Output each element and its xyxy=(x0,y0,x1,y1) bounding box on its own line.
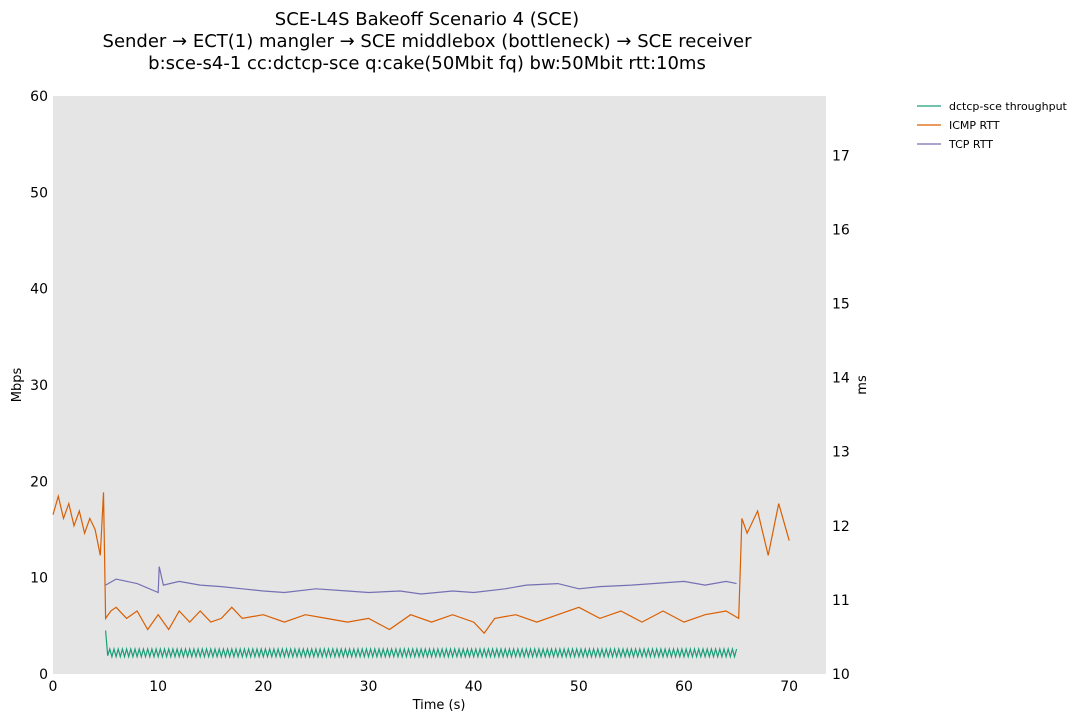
series-line-0 xyxy=(105,630,738,659)
y-tick-label-right: 14 xyxy=(832,371,850,387)
legend-label: ICMP RTT xyxy=(949,119,1000,132)
series-layer xyxy=(52,492,790,659)
y-tick-label-left: 40 xyxy=(30,282,48,298)
plot-area xyxy=(53,96,826,674)
y-tick-label-right: 13 xyxy=(832,445,850,461)
chart-title: SCE-L4S Bakeoff Scenario 4 (SCE) Sender … xyxy=(103,9,753,74)
x-tick-label: 60 xyxy=(675,679,693,695)
y-tick-label-left: 0 xyxy=(39,667,48,683)
legend-label: dctcp-sce throughput xyxy=(949,100,1068,113)
y-tick-label-right: 15 xyxy=(832,296,850,312)
y-tick-label-left: 20 xyxy=(30,474,48,490)
y-tick-label-right: 10 xyxy=(832,667,850,683)
legend-label: TCP RTT xyxy=(948,138,993,151)
ticks-layer: 0 10 20 30 40 50 60 70 0 10 20 30 40 50 60 10 11 12 13 14 15… xyxy=(30,89,850,695)
x-tick-label: 10 xyxy=(149,679,167,695)
legend: dctcp-sce throughput ICMP RTT TCP RTT xyxy=(917,100,1068,151)
y-tick-label-left: 10 xyxy=(30,571,48,587)
x-tick-label: 70 xyxy=(780,679,798,695)
y-tick-label-left: 50 xyxy=(30,185,48,201)
y-tick-label-left: 60 xyxy=(30,89,48,105)
title-line-3: b:sce-s4-1 cc:dctcp-sce q:cake(50Mbit fq… xyxy=(148,53,706,74)
title-line-1: SCE-L4S Bakeoff Scenario 4 (SCE) xyxy=(275,9,579,30)
y-tick-label-right: 11 xyxy=(832,593,850,609)
x-tick-label: 40 xyxy=(465,679,483,695)
y-axis-label-left: Mbps xyxy=(10,368,25,403)
y-tick-label-right: 16 xyxy=(832,222,850,238)
y-tick-label-left: 30 xyxy=(30,378,48,394)
series-line-2 xyxy=(105,566,737,595)
x-tick-label: 20 xyxy=(254,679,272,695)
y-tick-label-right: 12 xyxy=(832,519,850,535)
y-axis-label-right: ms xyxy=(855,375,870,395)
series-line-1 xyxy=(52,492,790,635)
title-line-2: Sender → ECT(1) mangler → SCE middlebox … xyxy=(103,31,753,52)
y-tick-label-right: 17 xyxy=(832,148,850,164)
x-tick-label: 0 xyxy=(49,679,58,695)
x-tick-label: 50 xyxy=(570,679,588,695)
x-axis-label: Time (s) xyxy=(412,698,466,713)
x-tick-label: 30 xyxy=(360,679,378,695)
